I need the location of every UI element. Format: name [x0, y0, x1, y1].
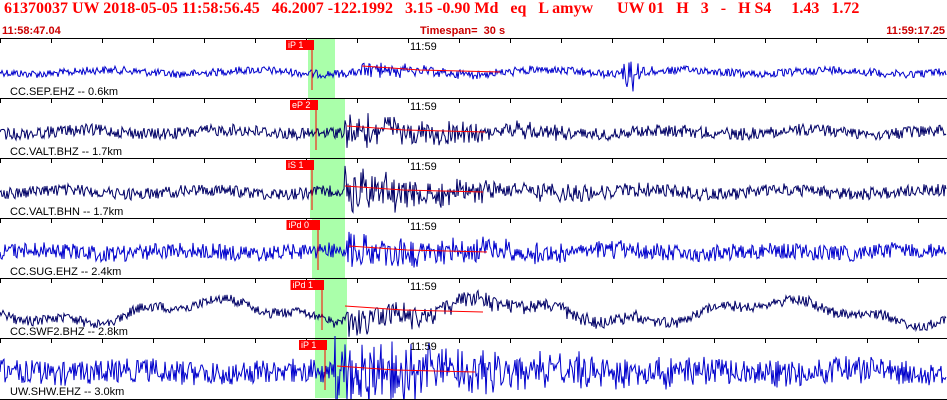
pick-label[interactable]: iP 1	[288, 40, 303, 50]
event-header: 61370037 UW 2018-05-05 11:58:56.45 46.20…	[0, 0, 947, 26]
pick-label[interactable]: iPd 1	[293, 280, 314, 290]
pick-label[interactable]: iP 1	[301, 340, 316, 350]
pick-label[interactable]: iPd 0	[289, 220, 310, 230]
waveform-trace	[0, 231, 947, 268]
trace-panel[interactable]: iP 1 11:59 CC.SEP.EHZ -- 0.6km	[0, 38, 947, 98]
timespan-label: Timespan= 30 s	[420, 25, 506, 37]
pick-label-box	[286, 160, 314, 170]
time-label: 11:59	[410, 341, 437, 353]
waveform-trace	[0, 61, 947, 92]
trace-panel[interactable]: iPd 1 11:59 CC.SWF2.BHZ -- 2.8km	[0, 278, 947, 338]
event-title: 61370037 UW 2018-05-05 11:58:56.45 46.20…	[4, 0, 860, 17]
coda-marker	[344, 305, 484, 313]
seismogram-panels[interactable]: iP 1 11:59 CC.SEP.EHZ -- 0.6km eP 2 11:59 CC.…	[0, 38, 947, 400]
time-label: 11:59	[410, 161, 437, 173]
trace-panel[interactable]: iP 1 11:59 UW.SHW.EHZ -- 3.0km	[0, 335, 947, 400]
station-label: CC.SUG.EHZ -- 2.4km	[10, 266, 121, 278]
trace-panel[interactable]: eP 2 11:59 CC.VALT.BHZ -- 1.7km	[0, 98, 947, 158]
time-label: 11:59	[410, 221, 437, 233]
pick-label-box	[299, 340, 327, 350]
station-label: UW.SHW.EHZ -- 3.0km	[10, 386, 124, 398]
coda-marker	[348, 245, 488, 253]
pick-label-box	[290, 100, 318, 110]
start-time-label: 11:58:47.04	[2, 25, 61, 37]
trace-panel[interactable]: iPd 0 11:59 CC.SUG.EHZ -- 2.4km	[0, 218, 947, 278]
trace-panel[interactable]: iS 1 11:59 CC.VALT.BHN -- 1.7km	[0, 158, 947, 218]
pick-label[interactable]: eP 2	[292, 100, 310, 110]
coda-marker	[346, 125, 486, 133]
waveform-trace	[0, 289, 947, 337]
station-label: CC.SWF2.BHZ -- 2.8km	[10, 326, 128, 338]
pick-label[interactable]: iS 1	[288, 160, 304, 170]
waveform-canvas[interactable]: iP 1 11:59 CC.SEP.EHZ -- 0.6km eP 2 11:59 CC.…	[0, 38, 947, 400]
end-time-label: 11:59:17.25	[886, 25, 945, 37]
station-label: CC.SEP.EHZ -- 0.6km	[10, 86, 118, 98]
coda-marker	[344, 185, 484, 193]
coda-marker	[361, 65, 501, 73]
coda-marker	[336, 365, 476, 373]
waveform-trace	[0, 113, 947, 148]
waveform-trace	[0, 335, 947, 400]
waveform-trace	[0, 165, 947, 214]
time-label: 11:59	[410, 281, 437, 293]
pick-window	[310, 158, 345, 218]
time-label: 11:59	[410, 41, 437, 53]
time-label: 11:59	[410, 101, 437, 113]
pick-label-box	[290, 280, 324, 290]
pick-label-box	[286, 220, 320, 230]
station-label: CC.VALT.BHN -- 1.7km	[10, 206, 123, 218]
station-label: CC.VALT.BHZ -- 1.7km	[10, 146, 122, 158]
pick-label-box	[286, 40, 314, 50]
